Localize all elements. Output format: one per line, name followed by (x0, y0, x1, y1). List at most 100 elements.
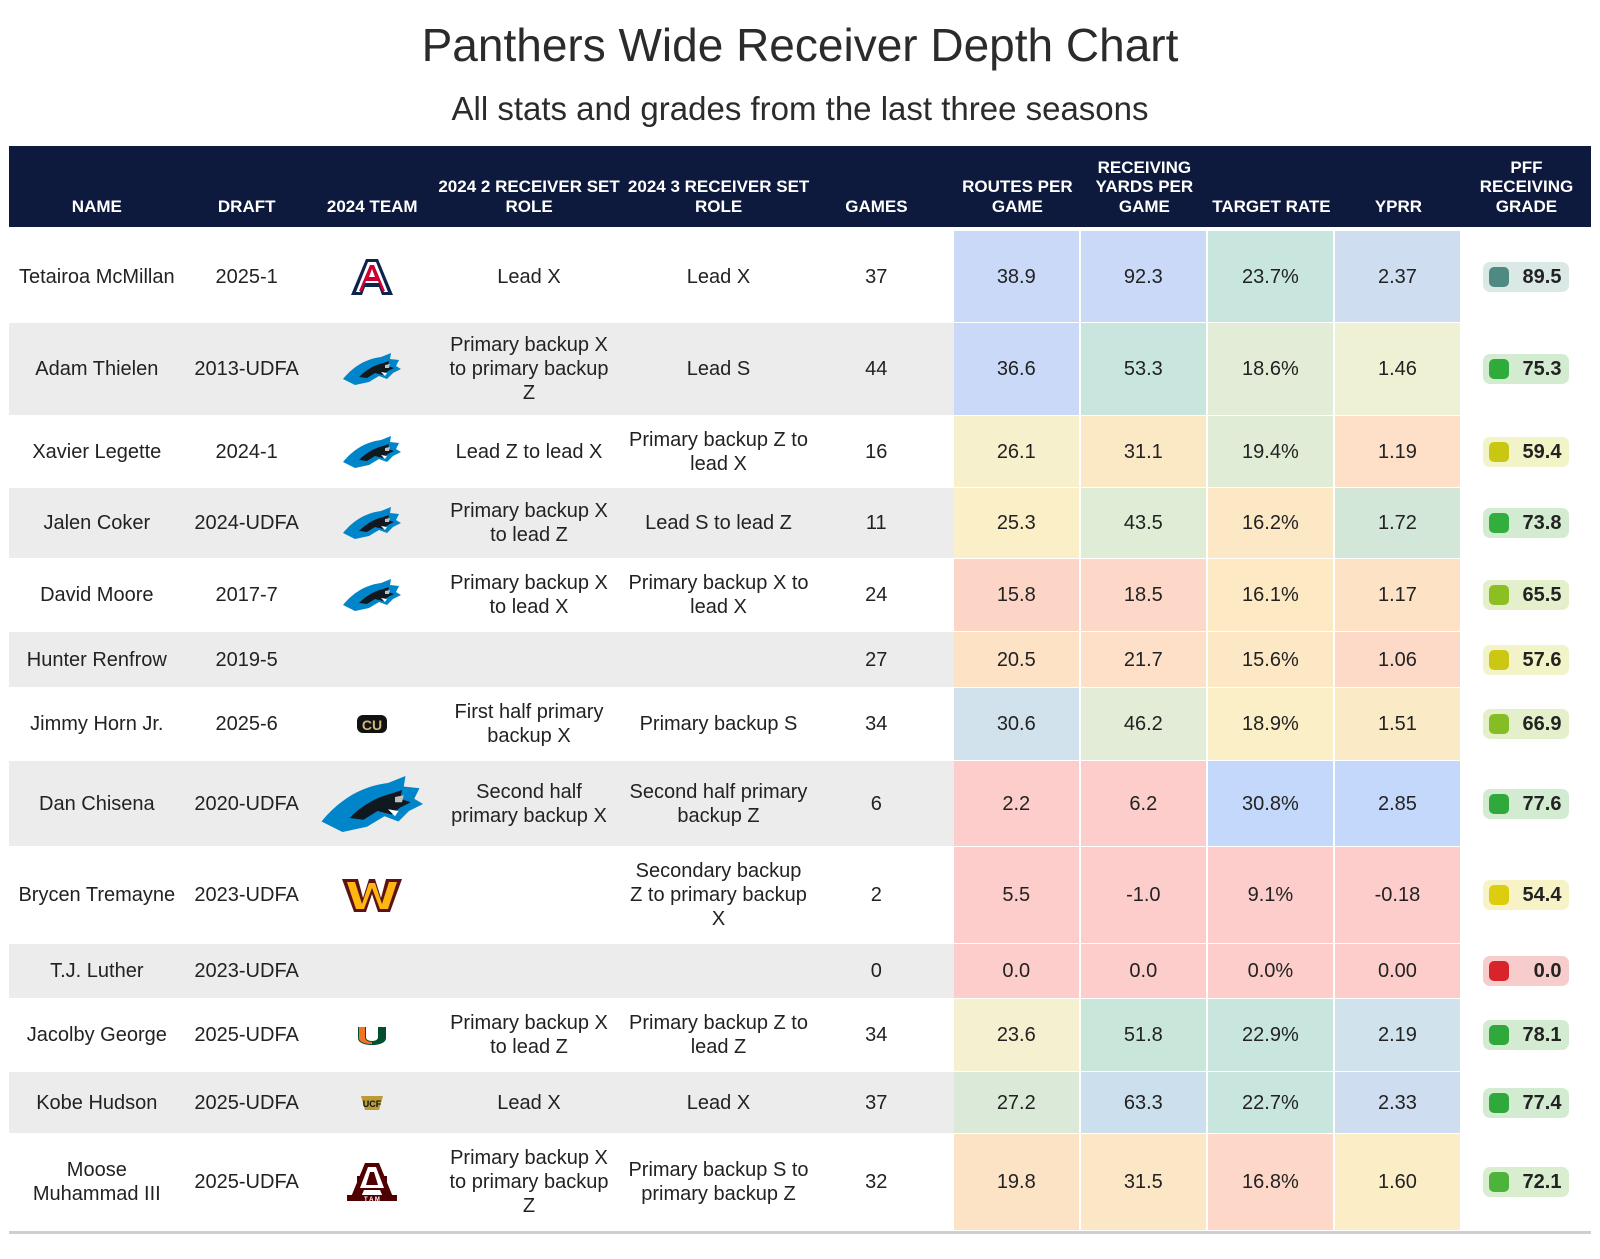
grade-cell: 77.6 (1461, 761, 1591, 846)
draft-cell: 2025-6 (215, 713, 278, 735)
yprr-cell: 1.17 (1334, 559, 1462, 631)
spacer (938, 488, 954, 558)
target-rate-cell: 23.7% (1207, 231, 1335, 322)
header-name: NAME (71, 196, 122, 216)
draft-cell: 2023-UDFA (194, 884, 299, 906)
panthers-logo (309, 416, 436, 487)
grade-value: 0.0 (1533, 960, 1562, 982)
grade-color-swatch (1489, 714, 1510, 734)
routes-cell: 5.5 (953, 847, 1081, 943)
panthers-logo (309, 559, 436, 631)
spacer (938, 559, 954, 631)
spacer (938, 1072, 954, 1133)
grade-cell: 78.1 (1461, 999, 1591, 1071)
yprr-cell: 1.06 (1334, 632, 1462, 687)
player-name: Jalen Coker (43, 512, 151, 534)
routes-cell: 15.8 (953, 559, 1081, 631)
target-rate-cell: 19.4% (1207, 416, 1335, 487)
draft-cell: 2025-1 (215, 265, 278, 288)
grade-value: 89.5 (1522, 265, 1562, 288)
depth-chart-table: NAME DRAFT 2024 TEAM 2024 2 RECEIVER SET… (9, 146, 1591, 1234)
panthers-logo (309, 323, 436, 415)
routes-cell: 19.8 (953, 1134, 1081, 1230)
spacer (938, 231, 954, 322)
role-2wr-cell (436, 847, 623, 943)
role-2wr-cell (436, 944, 623, 998)
header-role3: 2024 3 RECEIVER SET ROLE (627, 177, 810, 216)
games-cell: 27 (865, 648, 888, 671)
grade-value: 78.1 (1522, 1024, 1562, 1046)
yprr-cell: 1.72 (1334, 488, 1462, 558)
target-rate-cell: 22.9% (1207, 999, 1335, 1071)
games-cell: 37 (865, 1091, 888, 1114)
grade-color-swatch (1489, 585, 1510, 605)
role-2wr-cell: Primary backup X to primary backup Z (449, 1147, 609, 1217)
table-row: Xavier Legette 2024-1 Lead Z to lead X Pri… (9, 416, 1591, 488)
routes-cell: 0.0 (953, 944, 1081, 998)
table-row: Hunter Renfrow 2019-5 27 20.5 21.7 15.6% 1.06 5… (9, 632, 1591, 688)
table-body: Tetairoa McMillan 2025-1 Lead X Lead X 37 38… (9, 231, 1591, 1231)
role-3wr-cell: Primary backup Z to lead X (629, 428, 808, 475)
player-name: Dan Chisena (39, 792, 155, 815)
grade-cell: 75.3 (1461, 323, 1591, 415)
routes-cell: 2.2 (953, 761, 1081, 846)
grade-value: 75.3 (1522, 358, 1562, 380)
games-cell: 11 (865, 512, 887, 534)
routes-cell: 25.3 (953, 488, 1081, 558)
role-2wr-cell: Primary backup X to lead Z (450, 1012, 608, 1058)
grade-value: 77.6 (1522, 792, 1562, 815)
role-3wr-cell: Lead S (686, 358, 751, 380)
draft-cell: 2019-5 (215, 648, 278, 671)
grade-value: 66.9 (1522, 713, 1562, 735)
colorado-logo: CU (309, 688, 436, 760)
routes-cell: 23.6 (953, 999, 1081, 1071)
routes-cell: 36.6 (953, 323, 1081, 415)
yards-cell: 6.2 (1080, 761, 1208, 846)
header-role2: 2024 2 RECEIVER SET ROLE (438, 177, 620, 216)
role-3wr-cell: Second half primary backup Z (629, 780, 808, 827)
yards-cell: -1.0 (1080, 847, 1208, 943)
games-cell: 34 (865, 1024, 888, 1046)
yards-cell: 51.8 (1080, 999, 1208, 1071)
arizona-logo (309, 231, 436, 322)
page-title: Panthers Wide Receiver Depth Chart (421, 19, 1179, 71)
draft-cell: 2024-UDFA (194, 512, 299, 534)
spacer (938, 999, 954, 1071)
target-rate-cell: 18.9% (1207, 688, 1335, 760)
spacer (938, 944, 954, 998)
table-header: NAME DRAFT 2024 TEAM 2024 2 RECEIVER SET… (9, 146, 1591, 227)
draft-cell: 2025-UDFA (194, 1091, 299, 1114)
table-row: Kobe Hudson 2025-UDFA UCF Lead X Lead X 37 2… (9, 1072, 1591, 1134)
grade-cell: 0.0 (1461, 944, 1591, 998)
games-cell: 34 (865, 713, 888, 735)
grade-value: 57.6 (1522, 648, 1562, 671)
routes-cell: 38.9 (953, 231, 1081, 322)
yards-cell: 31.5 (1080, 1134, 1208, 1230)
target-rate-cell: 0.0% (1207, 944, 1335, 998)
draft-cell: 2025-UDFA (194, 1024, 299, 1046)
table-row: Jimmy Horn Jr. 2025-6 CU First half prima… (9, 688, 1591, 761)
player-name: T.J. Luther (50, 960, 144, 982)
grade-cell: 73.8 (1461, 488, 1591, 558)
grade-color-swatch (1489, 961, 1510, 981)
yards-cell: 63.3 (1080, 1072, 1208, 1133)
svg-text:T A M: T A M (364, 1197, 380, 1203)
grade-value: 65.5 (1522, 584, 1562, 606)
target-rate-cell: 16.1% (1207, 559, 1335, 631)
yprr-cell: 2.37 (1334, 231, 1462, 322)
yards-cell: 53.3 (1080, 323, 1208, 415)
grade-badge: 54.4 (1483, 880, 1570, 910)
yards-cell: 43.5 (1080, 488, 1208, 558)
svg-text:CU: CU (362, 717, 382, 733)
table-row: Jacolby George 2025-UDFA Primary backup X… (9, 999, 1591, 1072)
grade-color-swatch (1489, 649, 1510, 670)
bottom-rule (9, 1231, 1591, 1234)
games-cell: 16 (865, 440, 888, 463)
table-row: T.J. Luther 2023-UDFA 0 0.0 0.0 0.0% 0.00 0.0 (9, 944, 1591, 999)
grade-cell: 54.4 (1461, 847, 1591, 943)
target-rate-cell: 30.8% (1207, 761, 1335, 846)
yards-cell: 18.5 (1080, 559, 1208, 631)
grade-color-swatch (1489, 1172, 1510, 1192)
routes-cell: 20.5 (953, 632, 1081, 687)
yards-cell: 46.2 (1080, 688, 1208, 760)
